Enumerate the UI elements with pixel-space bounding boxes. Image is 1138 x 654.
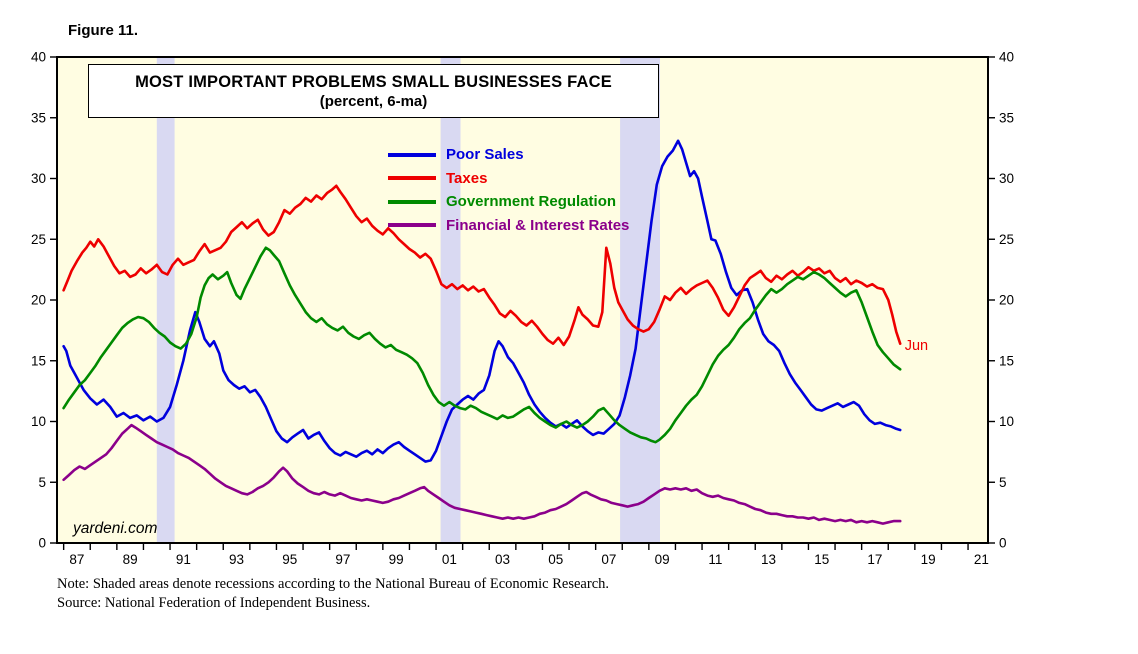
svg-text:97: 97 (335, 552, 350, 567)
legend-label-financial-interest-rates: Financial & Interest Rates (446, 216, 630, 234)
svg-text:93: 93 (229, 552, 244, 567)
legend-item-government-regulation: Government Regulation (388, 190, 629, 214)
svg-text:87: 87 (69, 552, 84, 567)
plot-area (57, 57, 988, 543)
svg-text:15: 15 (999, 353, 1014, 368)
svg-text:0: 0 (999, 536, 1007, 551)
series-line-1 (62, 184, 902, 347)
svg-text:99: 99 (389, 552, 404, 567)
svg-text:20: 20 (999, 293, 1014, 308)
branding-text: yardeni.com (72, 520, 158, 537)
chart-title: MOST IMPORTANT PROBLEMS SMALL BUSINESSES… (135, 73, 612, 91)
note-line: Note: Shaded areas denote recessions acc… (57, 576, 610, 592)
annotation-jun: Jun (905, 338, 928, 354)
svg-text:35: 35 (31, 110, 46, 125)
svg-text:01: 01 (442, 552, 457, 567)
legend-swatch-taxes (388, 176, 436, 181)
legend-item-financial-interest-rates: Financial & Interest Rates (388, 214, 629, 238)
svg-text:30: 30 (31, 171, 46, 186)
svg-text:15: 15 (814, 552, 829, 567)
recession-band (156, 57, 175, 543)
series-line-0 (62, 139, 902, 463)
svg-text:21: 21 (974, 552, 989, 567)
svg-text:89: 89 (123, 552, 138, 567)
legend-swatch-financial-interest-rates (388, 223, 436, 228)
axis-ticks (50, 56, 995, 550)
legend-swatch-poor-sales (388, 152, 436, 157)
recession-band (440, 57, 461, 543)
svg-text:03: 03 (495, 552, 510, 567)
legend-item-poor-sales: Poor Sales (388, 143, 629, 167)
svg-text:35: 35 (999, 110, 1014, 125)
legend: Poor Sales Taxes Government Regulation F… (388, 143, 629, 237)
legend-label-government-regulation: Government Regulation (446, 193, 617, 211)
svg-text:95: 95 (282, 552, 297, 567)
svg-text:0: 0 (38, 536, 46, 551)
svg-text:07: 07 (601, 552, 616, 567)
legend-swatch-government-regulation (388, 199, 436, 204)
figure-label: Figure 11. (68, 22, 139, 39)
svg-text:10: 10 (31, 414, 46, 429)
svg-text:5: 5 (38, 475, 46, 490)
svg-text:05: 05 (548, 552, 563, 567)
legend-label-taxes: Taxes (446, 169, 488, 187)
recession-band (620, 57, 660, 543)
svg-text:40: 40 (999, 50, 1014, 65)
svg-text:25: 25 (999, 232, 1014, 247)
svg-text:40: 40 (31, 50, 46, 65)
svg-text:15: 15 (31, 353, 46, 368)
svg-text:25: 25 (31, 232, 46, 247)
svg-text:13: 13 (761, 552, 776, 567)
chart-subtitle: (percent, 6-ma) (319, 93, 428, 110)
plot-border (56, 56, 989, 544)
footnotes: Note: Shaded areas denote recessions acc… (57, 575, 609, 612)
legend-item-taxes: Taxes (388, 167, 629, 191)
series-line-2 (62, 246, 902, 444)
svg-text:91: 91 (176, 552, 191, 567)
series-line-3 (62, 423, 902, 525)
legend-label-poor-sales: Poor Sales (446, 146, 524, 164)
svg-text:30: 30 (999, 171, 1014, 186)
svg-text:17: 17 (867, 552, 882, 567)
source-line: Source: National Federation of Independe… (57, 594, 371, 611)
svg-text:19: 19 (921, 552, 936, 567)
svg-text:11: 11 (708, 552, 722, 567)
chart-title-box: MOST IMPORTANT PROBLEMS SMALL BUSINESSES… (88, 64, 659, 118)
svg-text:10: 10 (999, 414, 1014, 429)
svg-text:20: 20 (31, 293, 46, 308)
svg-text:09: 09 (655, 552, 670, 567)
svg-text:5: 5 (999, 475, 1007, 490)
